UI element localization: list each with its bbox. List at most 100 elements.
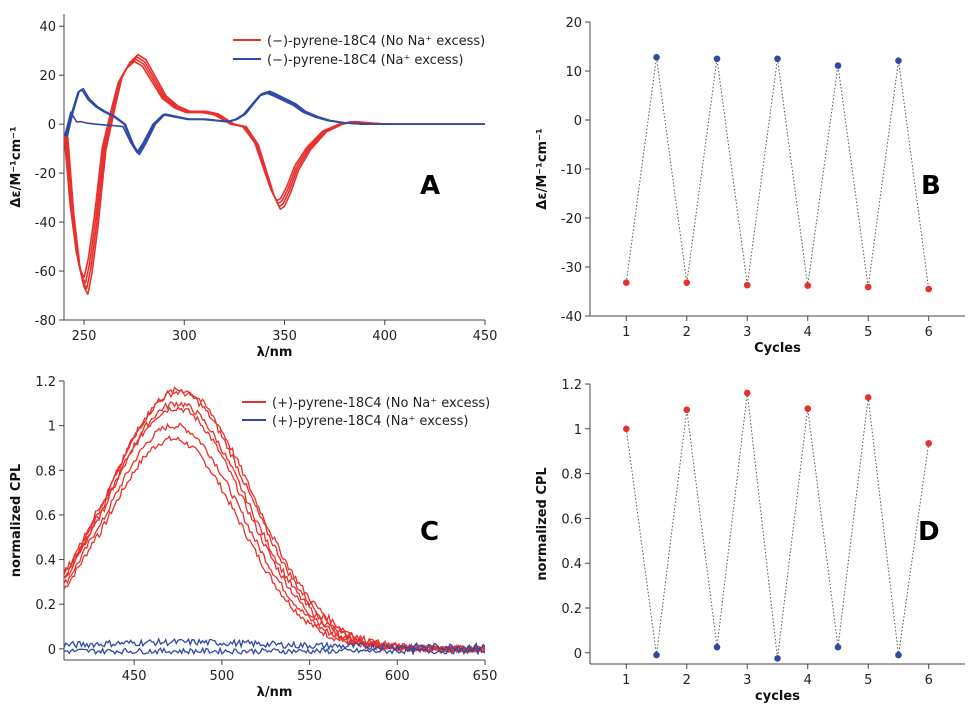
x-axis-title: λ/nm [257, 685, 293, 700]
series-line-no-na-excess [64, 422, 485, 654]
y-axis-title: normalized CPL [535, 467, 550, 580]
x-tick-label: 2 [683, 673, 691, 688]
data-point-no-na-excess [683, 279, 691, 286]
y-tick-label: 0.6 [35, 509, 56, 524]
y-tick-label: 0.2 [35, 598, 56, 613]
data-point-no-na-excess [622, 279, 630, 286]
x-tick-label: 600 [385, 669, 410, 684]
y-axis-title: Δε/M⁻¹cm⁻¹ [9, 126, 24, 207]
x-tick-label: 4 [804, 325, 812, 340]
y-tick-label: -20 [561, 212, 582, 227]
y-tick-label: 0.8 [35, 464, 56, 479]
x-tick-label: 650 [473, 669, 498, 684]
data-point-no-na-excess [743, 281, 751, 289]
y-tick-label: 0 [574, 114, 582, 129]
panel-a-legend: (−)-pyrene-18C4 (No Na⁺ excess) (−)-pyre… [233, 34, 485, 68]
x-tick-label: 5 [864, 325, 872, 340]
y-axis-title: normalized CPL [9, 464, 24, 577]
x-tick-label: 450 [122, 669, 147, 684]
y-tick-label: 0.4 [35, 554, 56, 569]
x-tick-label: 1 [622, 673, 630, 688]
y-tick-label: 0 [574, 647, 582, 662]
x-tick-label: 5 [864, 673, 872, 688]
data-point-na-excess [653, 53, 660, 61]
x-tick-label: 6 [925, 673, 933, 688]
data-point-na-excess [895, 57, 902, 65]
data-point-na-excess [774, 655, 781, 662]
series-line-na-excess [64, 92, 484, 154]
data-point-na-excess [713, 55, 721, 63]
panel-b-letter: B [921, 171, 941, 201]
y-tick-label: 20 [39, 69, 56, 84]
cycle-connector-line [625, 392, 930, 659]
legend-label: (+)-pyrene-18C4 (Na⁺ excess) [272, 414, 468, 429]
panel-a-chart: -80 -60 -40 -20 0 20 40 250 300 350 400 450 λ/nm Δε/M… [9, 14, 497, 360]
data-point-no-na-excess [925, 285, 933, 293]
y-tick-label: 0.8 [561, 468, 582, 483]
panel-c-chart: 0 0.2 0.4 0.6 0.8 1 1.2 450 500 550 600 650 λ/nm norm… [9, 375, 497, 700]
legend-label: (−)-pyrene-18C4 (Na⁺ excess) [267, 53, 463, 68]
data-point-no-na-excess [925, 440, 933, 447]
x-tick-label: 3 [743, 673, 751, 688]
y-tick-label: 1.2 [35, 375, 56, 390]
data-point-no-na-excess [864, 394, 872, 401]
y-tick-label: -10 [561, 163, 582, 178]
panel-c-legend: (+)-pyrene-18C4 (No Na⁺ excess) (+)-pyre… [242, 396, 490, 429]
x-axis-title: λ/nm [257, 345, 293, 360]
legend-label: (−)-pyrene-18C4 (No Na⁺ excess) [267, 34, 485, 49]
x-tick-label: 1 [622, 325, 630, 340]
x-tick-label: 500 [209, 669, 234, 684]
y-tick-label: -20 [35, 167, 56, 182]
y-tick-label: 1 [48, 420, 56, 435]
panel-a-letter: A [420, 171, 440, 201]
x-tick-label: 550 [297, 669, 322, 684]
y-axis-title: Δε/M⁻¹cm⁻¹ [535, 128, 550, 209]
y-tick-label: 0.2 [561, 602, 582, 617]
data-point-no-na-excess [743, 389, 751, 397]
y-tick-label: -40 [561, 310, 582, 325]
x-tick-label: 450 [473, 329, 498, 344]
data-point-na-excess [834, 62, 842, 69]
y-tick-label: -30 [561, 261, 582, 276]
series-line-na-excess [66, 87, 485, 156]
data-point-no-na-excess [864, 283, 872, 291]
x-tick-label: 400 [372, 329, 397, 344]
y-tick-label: 20 [565, 16, 582, 31]
y-tick-label: 1 [574, 423, 582, 438]
data-point-no-na-excess [804, 405, 812, 412]
series-line-no-na-excess [64, 386, 485, 654]
series-line-na-excess [64, 646, 485, 656]
x-tick-label: 300 [172, 329, 197, 344]
x-tick-label: 350 [272, 329, 297, 344]
y-tick-label: 0 [48, 643, 56, 658]
panel-c-letter: C [420, 517, 439, 547]
data-point-no-na-excess [804, 282, 812, 289]
panel-b-chart: -40 -30 -20 -10 0 10 20 1 2 3 4 5 6 Cycles Δε/M⁻¹cm⁻¹ [535, 16, 965, 356]
x-tick-label: 250 [72, 329, 97, 344]
y-tick-label: -60 [35, 265, 56, 280]
series-line-na-excess [64, 637, 485, 652]
y-tick-label: -40 [35, 216, 56, 231]
x-tick-label: 3 [743, 325, 751, 340]
y-tick-label: -80 [35, 314, 56, 329]
x-tick-label: 2 [683, 325, 691, 340]
data-point-no-na-excess [683, 406, 691, 414]
data-point-na-excess [713, 643, 721, 651]
y-tick-label: 0.4 [561, 557, 582, 572]
x-axis-title: Cycles [754, 341, 801, 356]
x-tick-label: 6 [925, 325, 933, 340]
y-tick-label: 0.6 [561, 512, 582, 527]
data-point-na-excess [653, 651, 660, 659]
series-line-na-excess [65, 89, 485, 155]
x-axis-title: cycles [755, 689, 800, 704]
data-point-no-na-excess [622, 425, 630, 433]
x-tick-label: 4 [804, 673, 812, 688]
y-tick-label: 40 [39, 20, 56, 35]
data-point-na-excess [774, 55, 781, 63]
series-line-no-na-excess [67, 53, 485, 295]
cycle-connector-line [625, 57, 930, 290]
y-tick-label: 10 [565, 65, 582, 80]
legend-label: (+)-pyrene-18C4 (No Na⁺ excess) [272, 396, 490, 411]
panel-d-chart: 0 0.2 0.4 0.6 0.8 1 1.2 1 2 3 4 5 6 cycles normalized … [535, 378, 965, 704]
